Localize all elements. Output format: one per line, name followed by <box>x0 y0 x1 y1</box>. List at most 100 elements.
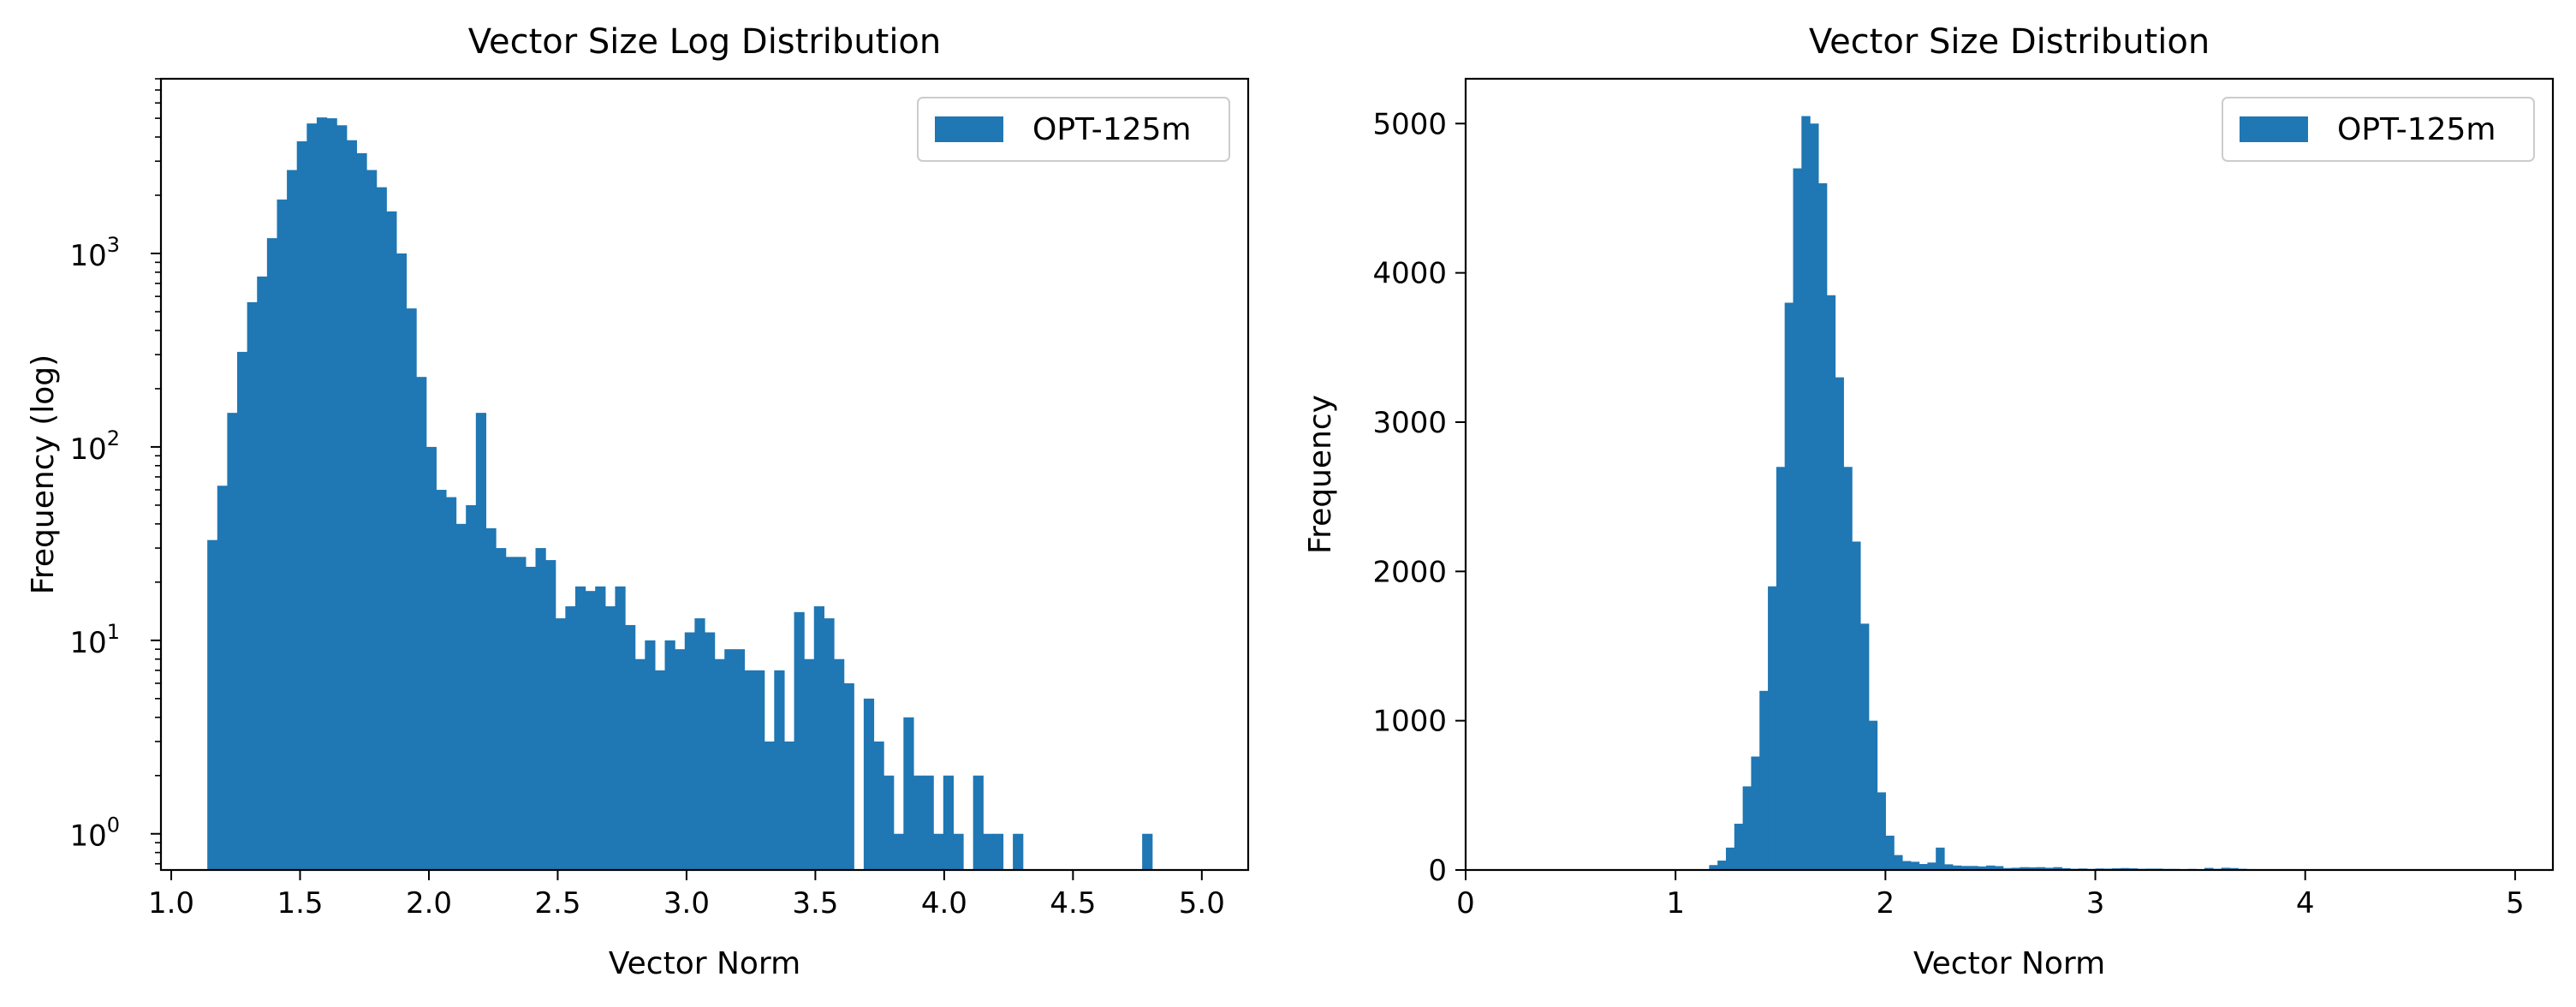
log-histogram-bar <box>316 117 328 870</box>
log-histogram-bar <box>863 698 875 870</box>
log-histogram-bar <box>992 833 1004 870</box>
log-histogram-bar <box>675 649 686 870</box>
log-histogram-bar <box>625 624 636 870</box>
linear-histogram-bar <box>1894 855 1903 870</box>
log-histogram-bar <box>466 504 477 870</box>
log-x-tick-label: 2.5 <box>534 886 580 921</box>
linear-histogram-bar <box>1835 377 1844 870</box>
log-histogram-bar <box>1013 833 1024 870</box>
log-legend-swatch <box>935 116 1003 142</box>
log-histogram-bar <box>525 566 537 870</box>
log-histogram-bars <box>207 117 1153 871</box>
linear-x-tick-label: 5 <box>2506 886 2525 921</box>
log-histogram-bar <box>257 276 268 870</box>
log-histogram-bar <box>933 833 944 870</box>
linear-histogram-bar <box>1843 467 1853 870</box>
linear-y-tick-label: 5000 <box>1372 107 1447 141</box>
chart-linear-distribution: 0 1 2 3 4 5 0 1000 2000 3000 4000 5000 Vector Size… <box>1303 22 2555 981</box>
log-histogram-bar <box>416 377 427 870</box>
linear-y-tick-label: 4000 <box>1372 257 1447 291</box>
linear-histogram-bar <box>1810 123 1819 871</box>
linear-y-ticks: 0 1000 2000 3000 4000 5000 <box>1372 107 1466 888</box>
log-histogram-bar <box>873 741 884 870</box>
linear-x-tick-label: 3 <box>2086 886 2105 921</box>
log-histogram-bar <box>734 649 746 870</box>
log-histogram-bar <box>705 632 716 870</box>
linear-histogram-bar <box>2044 867 2055 870</box>
linear-y-tick-label: 1000 <box>1372 705 1447 739</box>
log-histogram-bar <box>455 523 467 870</box>
log-histogram-bar <box>724 649 735 870</box>
linear-histogram-bar <box>2011 867 2020 870</box>
linear-legend-label: OPT-125m <box>2337 112 2496 147</box>
log-histogram-bar <box>396 253 408 870</box>
log-histogram-bar <box>834 658 845 870</box>
log-plot-frame <box>159 77 1250 872</box>
linear-histogram-bar <box>1936 847 1945 870</box>
log-histogram-bar <box>604 606 616 870</box>
linear-histogram-bar <box>1826 295 1836 870</box>
log-x-tick-label: 1.5 <box>277 886 323 921</box>
log-histogram-bar <box>247 301 258 870</box>
linear-histogram-bar <box>1759 690 1769 870</box>
log-x-tick-label: 1.0 <box>148 886 194 921</box>
log-y-tick-label: 102 <box>69 426 120 467</box>
log-histogram-bar <box>425 446 437 870</box>
linear-histogram-bar <box>1717 861 1727 870</box>
log-histogram-bar <box>475 413 487 870</box>
log-histogram-bar <box>804 658 815 870</box>
linear-x-ticks: 0 1 2 3 4 5 <box>1456 870 2525 921</box>
log-histogram-bar <box>505 557 516 870</box>
linear-histogram-bar <box>1784 302 1794 870</box>
log-histogram-bar <box>227 413 238 870</box>
log-histogram-bar <box>645 640 656 870</box>
log-histogram-bar <box>714 658 725 870</box>
linear-histogram-bar <box>1877 792 1886 870</box>
log-histogram-bar <box>515 557 527 870</box>
log-histogram-bar <box>565 606 576 870</box>
log-histogram-bar <box>336 125 348 871</box>
log-histogram-bar <box>296 141 307 871</box>
log-histogram-bar <box>306 123 318 870</box>
linear-x-tick-label: 0 <box>1456 886 1475 921</box>
linear-histogram-bar <box>1944 864 1954 870</box>
linear-histogram-bar <box>1852 541 1861 870</box>
log-histogram-bar <box>485 527 497 870</box>
log-x-tick-label: 3.5 <box>792 886 838 921</box>
linear-histogram-bar <box>1709 865 1718 870</box>
log-histogram-bar <box>436 490 447 870</box>
linear-histogram-bar <box>1994 866 2004 870</box>
linear-histogram-bar <box>1801 116 1811 870</box>
linear-y-tick-label: 0 <box>1428 854 1447 888</box>
log-chart-title: Vector Size Log Distribution <box>468 22 942 62</box>
log-histogram-bar <box>277 200 288 871</box>
log-y-ticks: 100 101 102 103 <box>69 78 161 865</box>
log-histogram-bar <box>754 670 765 870</box>
linear-histogram-bar <box>1793 168 1802 871</box>
log-histogram-bar <box>883 775 895 870</box>
log-x-tick-label: 3.0 <box>663 886 710 921</box>
log-histogram-bar <box>783 741 795 870</box>
log-legend: OPT-125m <box>917 97 1230 162</box>
log-histogram-bar <box>356 152 367 870</box>
log-histogram-bar <box>376 187 387 870</box>
log-histogram-bar <box>555 618 566 870</box>
log-histogram-bar <box>346 140 358 870</box>
linear-histogram-bar <box>2221 867 2231 870</box>
linear-y-tick-label: 3000 <box>1372 406 1447 440</box>
linear-histogram-bar <box>1919 864 1928 870</box>
linear-histogram-bar <box>1910 861 1920 870</box>
log-histogram-bar <box>535 548 546 870</box>
log-y-tick-label: 101 <box>69 620 120 660</box>
log-histogram-bar <box>266 238 278 870</box>
log-histogram-bar <box>913 775 925 870</box>
linear-histogram-bar <box>1901 861 1912 870</box>
log-histogram-bar <box>813 606 824 870</box>
log-histogram-bar <box>943 775 955 870</box>
log-histogram-bar <box>326 118 337 871</box>
log-histogram-bar <box>217 486 229 870</box>
log-histogram-bar <box>406 308 417 870</box>
log-histogram-bar <box>386 211 397 870</box>
linear-x-tick-label: 4 <box>2296 886 2315 921</box>
